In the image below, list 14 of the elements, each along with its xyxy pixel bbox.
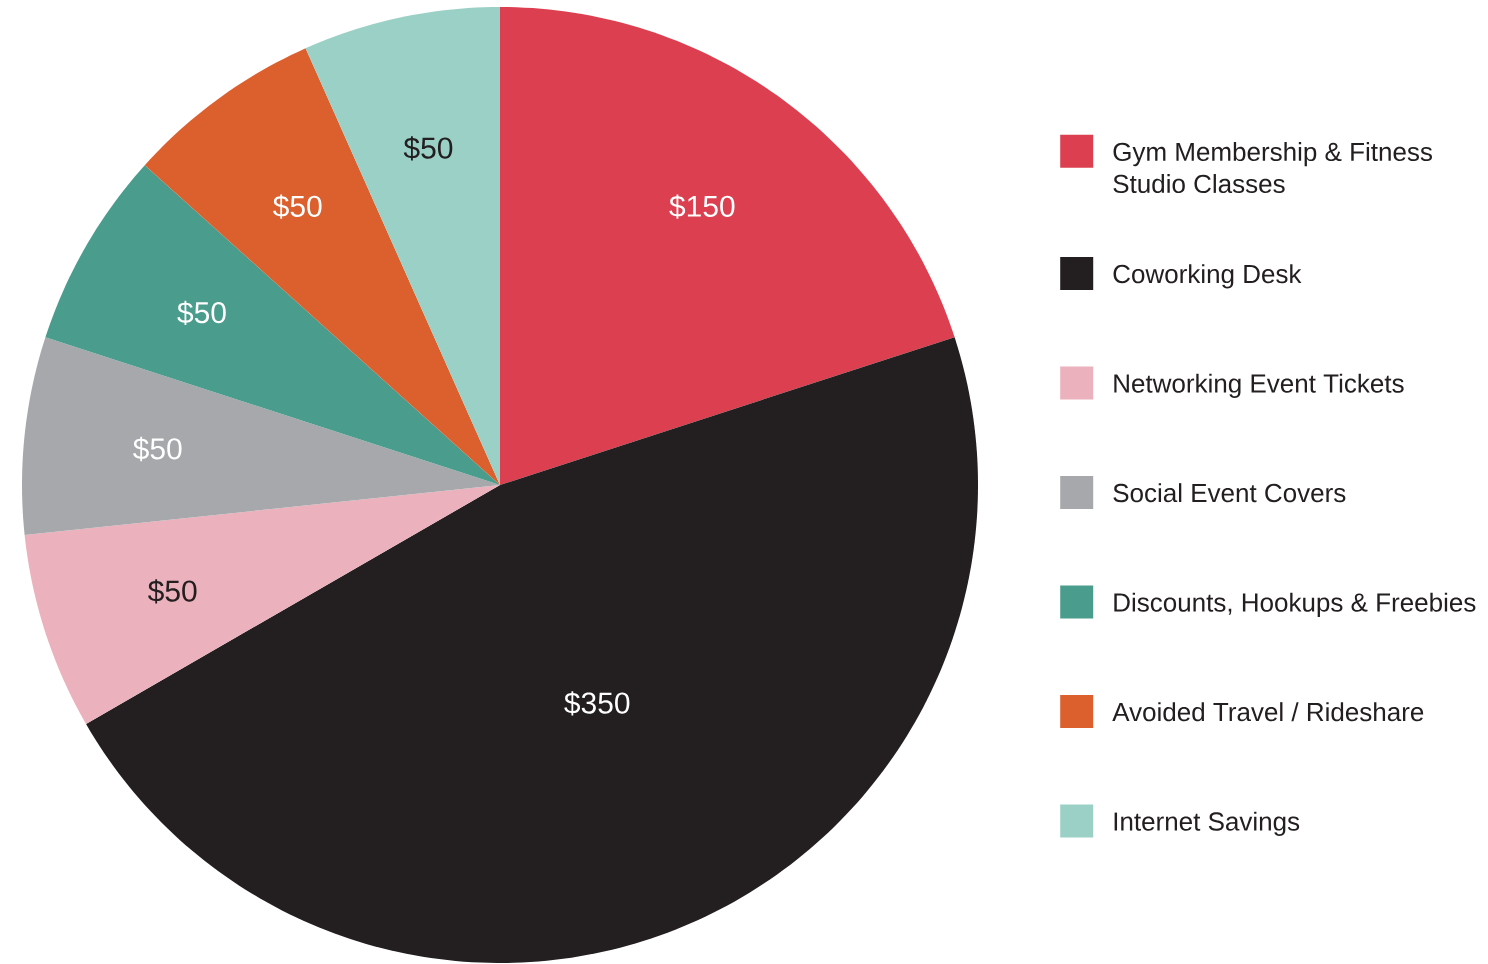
data-label: $50 [403,136,453,161]
legend-label: Coworking Desk [1113,264,1302,289]
data-label: $150 [669,194,735,219]
legend-label: Internet Savings [1114,811,1300,836]
legend-label: Discounts, Hookups & Freebies [1114,592,1476,617]
data-label: $350 [564,691,630,716]
data-label: $50 [177,300,226,326]
legend-label: Gym Membership & Fitness Studio Classes [1113,142,1432,194]
legend-label: Social Event Covers [1113,483,1346,503]
data-label: $50 [273,194,322,219]
data-label: $50 [133,436,182,462]
legend-label: Avoided Travel / Rideshare [1112,702,1424,722]
data-label: $50 [147,579,197,604]
legend-label: Networking Event Tickets [1114,373,1404,398]
